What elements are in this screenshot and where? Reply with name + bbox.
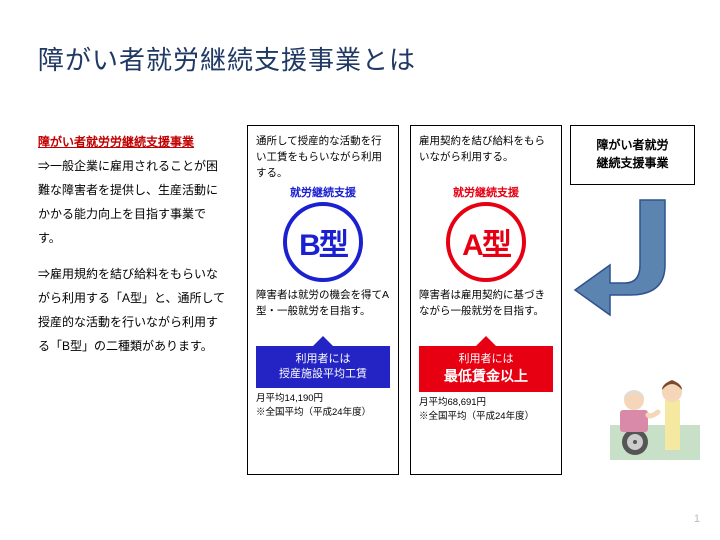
a-call-line1: 利用者には [419, 352, 553, 367]
a-call-line2: 最低賃金以上 [419, 367, 553, 387]
b-foot: 月平均14,190円 ※全国平均（平成24年度） [256, 392, 390, 421]
a-foot: 月平均68,691円 ※全国平均（平成24年度） [419, 396, 553, 425]
a-callout-arrow [476, 336, 496, 346]
b-foot-line1: 月平均14,190円 [256, 392, 390, 406]
right-line1: 障がい者就労 [571, 136, 694, 154]
b-call-line2: 授産施設平均工賃 [256, 367, 390, 382]
curved-arrow-icon [570, 195, 685, 330]
page-title: 障がい者就労継続支援事業とは [38, 40, 416, 77]
left-para1: ⇒一般企業に雇用されることが困難な障害者を提供し、生産活動にかかる能力向上を目指… [38, 154, 228, 250]
a-badge-text: A型 [462, 220, 510, 264]
b-top-text: 通所して授産的な活動を行い工賃をもらいながら利用する。 [256, 134, 390, 182]
b-mid-text: 障害者は就労の機会を得てA型・一般就労を目指す。 [256, 288, 390, 336]
type-b-box: 通所して授産的な活動を行い工賃をもらいながら利用する。 就労継続支援 B型 障害… [247, 125, 399, 475]
a-top-text: 雇用契約を結び給料をもらいながら利用する。 [419, 134, 553, 182]
left-description: 障がい者就労労継続支援事業 ⇒一般企業に雇用されることが困難な障害者を提供し、生… [38, 130, 228, 358]
b-callout: 利用者には 授産施設平均工賃 [256, 346, 390, 388]
a-callout: 利用者には 最低賃金以上 [419, 346, 553, 392]
left-heading: 障がい者就労労継続支援事業 [38, 130, 228, 154]
type-a-box: 雇用契約を結び給料をもらいながら利用する。 就労継続支援 A型 障害者は雇用契約… [410, 125, 562, 475]
b-foot-line2: ※全国平均（平成24年度） [256, 406, 390, 420]
a-badge-label: 就労継続支援 [419, 184, 553, 200]
a-foot-line1: 月平均68,691円 [419, 396, 553, 410]
a-mid-text: 障害者は雇用契約に基づきながら一般就労を目指す。 [419, 288, 553, 336]
a-circle: A型 [446, 202, 526, 282]
b-circle: B型 [283, 202, 363, 282]
right-line2: 継続支援事業 [571, 154, 694, 172]
left-para2: ⇒雇用規約を結び給料をもらいながら利用する「A型」と、通所して授産的な活動を行い… [38, 262, 228, 358]
a-badge: 就労継続支援 A型 [419, 184, 553, 282]
b-badge: 就労継続支援 B型 [256, 184, 390, 282]
b-call-line1: 利用者には [256, 352, 390, 367]
right-title-box: 障がい者就労 継続支援事業 [570, 125, 695, 185]
b-callout-arrow [313, 336, 333, 346]
b-badge-label: 就労継続支援 [256, 184, 390, 200]
a-foot-line2: ※全国平均（平成24年度） [419, 410, 553, 424]
caregiver-illustration-icon [610, 370, 700, 460]
b-badge-text: B型 [299, 220, 347, 264]
page-number: 1 [694, 513, 700, 525]
